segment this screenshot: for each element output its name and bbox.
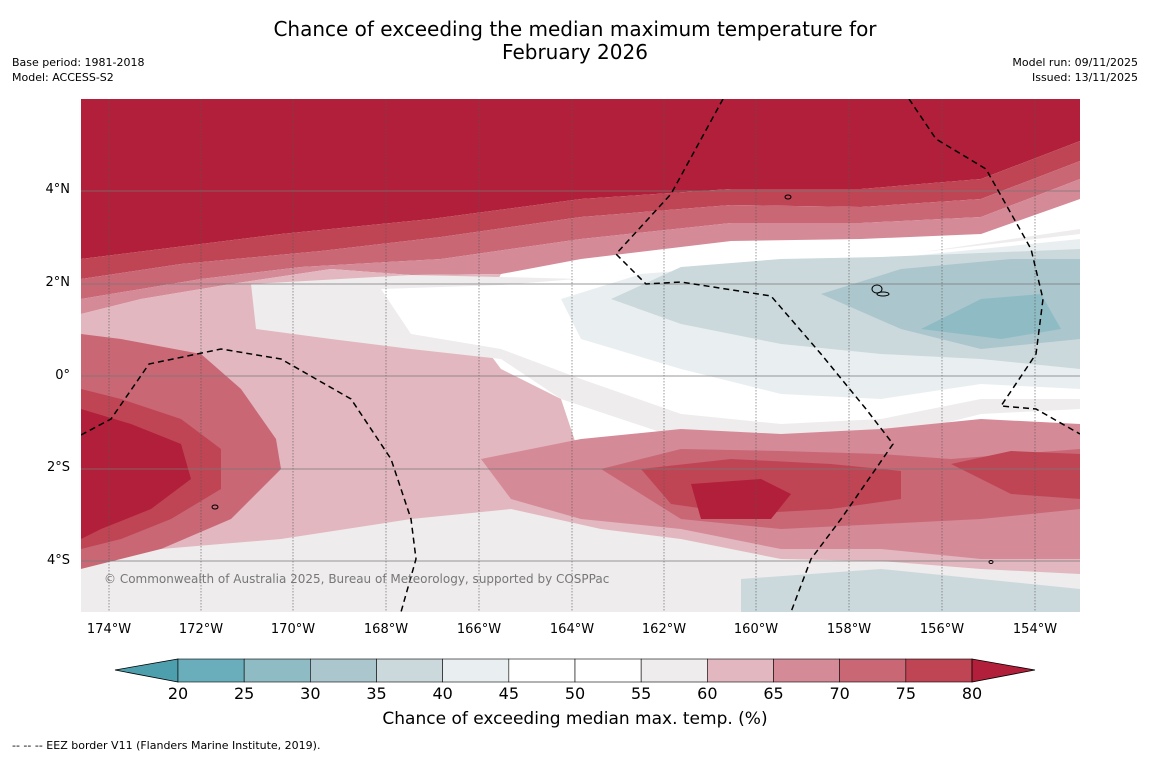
- lon-label-166w: 166°W: [456, 622, 502, 637]
- zone-75-north: [81, 141, 1080, 279]
- model-run: Model run: 09/11/2025: [1012, 56, 1138, 69]
- zone-65-north: [81, 179, 1080, 314]
- colorbar-under-triangle: [114, 658, 179, 683]
- colorbar-tick-label: 75: [895, 684, 916, 703]
- colorbar-cells: [177, 658, 973, 683]
- eez-borders: [81, 99, 1080, 612]
- lon-label-154w: 154°W: [1012, 622, 1058, 637]
- colorbar-label: Chance of exceeding median max. temp. (%…: [382, 709, 768, 729]
- colorbar-cell: [707, 658, 774, 683]
- copyright-notice: © Commonwealth of Australia 2025, Bureau…: [104, 572, 610, 586]
- lat-label-2n: 2°N: [45, 275, 71, 290]
- issued-date: Issued: 13/11/2025: [1031, 71, 1138, 84]
- probability-map: [81, 99, 1080, 612]
- colorbar-cell: [905, 658, 973, 683]
- lon-label-158w: 158°W: [826, 622, 872, 637]
- colorbar-over-triangle: [971, 658, 1036, 683]
- eez-footnote: -- -- -- EEZ border V11 (Flanders Marine…: [12, 739, 321, 752]
- lon-label-160w: 160°W: [733, 622, 779, 637]
- lat-label-equator: 0°: [55, 368, 70, 383]
- colorbar-cell: [574, 658, 642, 683]
- colorbar-tick-label: 50: [564, 684, 586, 703]
- lat-label-4n: 4°N: [45, 182, 71, 197]
- zone-75-east: [951, 451, 1080, 499]
- colorbar-cell: [839, 658, 907, 683]
- colorbar-cell: [640, 658, 708, 683]
- zone-80-west: [81, 409, 191, 539]
- map-title: Chance of exceeding the median maximum t…: [0, 18, 1150, 64]
- colorbar-tick-label: 25: [233, 684, 255, 703]
- lat-label-2s: 2°S: [46, 460, 70, 475]
- zone-25: [921, 294, 1061, 339]
- lat-label-4s: 4°S: [46, 553, 70, 568]
- colorbar-tick-label: 35: [366, 684, 387, 703]
- colorbar-tick-label: 80: [961, 684, 983, 703]
- base-period: Base period: 1981-2018: [12, 56, 145, 69]
- colorbar-tick-label: 70: [829, 684, 850, 703]
- colorbar-cell: [773, 658, 840, 683]
- model-name: Model: ACCESS-S2: [12, 71, 114, 84]
- zone-80: [81, 99, 1080, 259]
- lon-label-156w: 156°W: [919, 622, 965, 637]
- zone-35-south: [741, 569, 1080, 612]
- lon-label-164w: 164°W: [549, 622, 595, 637]
- colorbar-tick-label: 65: [763, 684, 784, 703]
- colorbar-tick-label: 55: [630, 684, 652, 703]
- title-line-1: Chance of exceeding the median maximum t…: [273, 17, 877, 41]
- meta-left: Base period: 1981-2018 Model: ACCESS-S2: [12, 55, 144, 85]
- latitude-lines: [81, 190, 1080, 562]
- islands: [211, 194, 994, 564]
- colorbar-cell: [177, 658, 245, 683]
- meta-right: Model run: 09/11/2025 Issued: 13/11/2025: [1012, 55, 1138, 85]
- colorbar-tick-label: 20: [167, 684, 189, 703]
- colorbar-cell: [376, 658, 443, 683]
- zone-70-north: [81, 161, 1080, 299]
- title-line-2: February 2026: [502, 40, 648, 64]
- colorbar-cell: [442, 658, 510, 683]
- colorbar-tick-label: 60: [697, 684, 718, 703]
- lon-label-162w: 162°W: [641, 622, 687, 637]
- colorbar-cell: [508, 658, 576, 683]
- lon-label-170w: 170°W: [270, 622, 316, 637]
- lon-label-168w: 168°W: [363, 622, 409, 637]
- colorbar-cell: [243, 658, 311, 683]
- map-panel: [81, 99, 1080, 612]
- colorbar-tick-label: 30: [300, 684, 321, 703]
- colorbar-cell: [310, 658, 377, 683]
- zone-80-south: [691, 479, 791, 519]
- colorbar-tick-label: 45: [498, 684, 519, 703]
- graticule: [108, 99, 1036, 612]
- colorbar-tick-label: 40: [432, 684, 453, 703]
- lon-label-172w: 172°W: [178, 622, 224, 637]
- lon-label-174w: 174°W: [86, 622, 132, 637]
